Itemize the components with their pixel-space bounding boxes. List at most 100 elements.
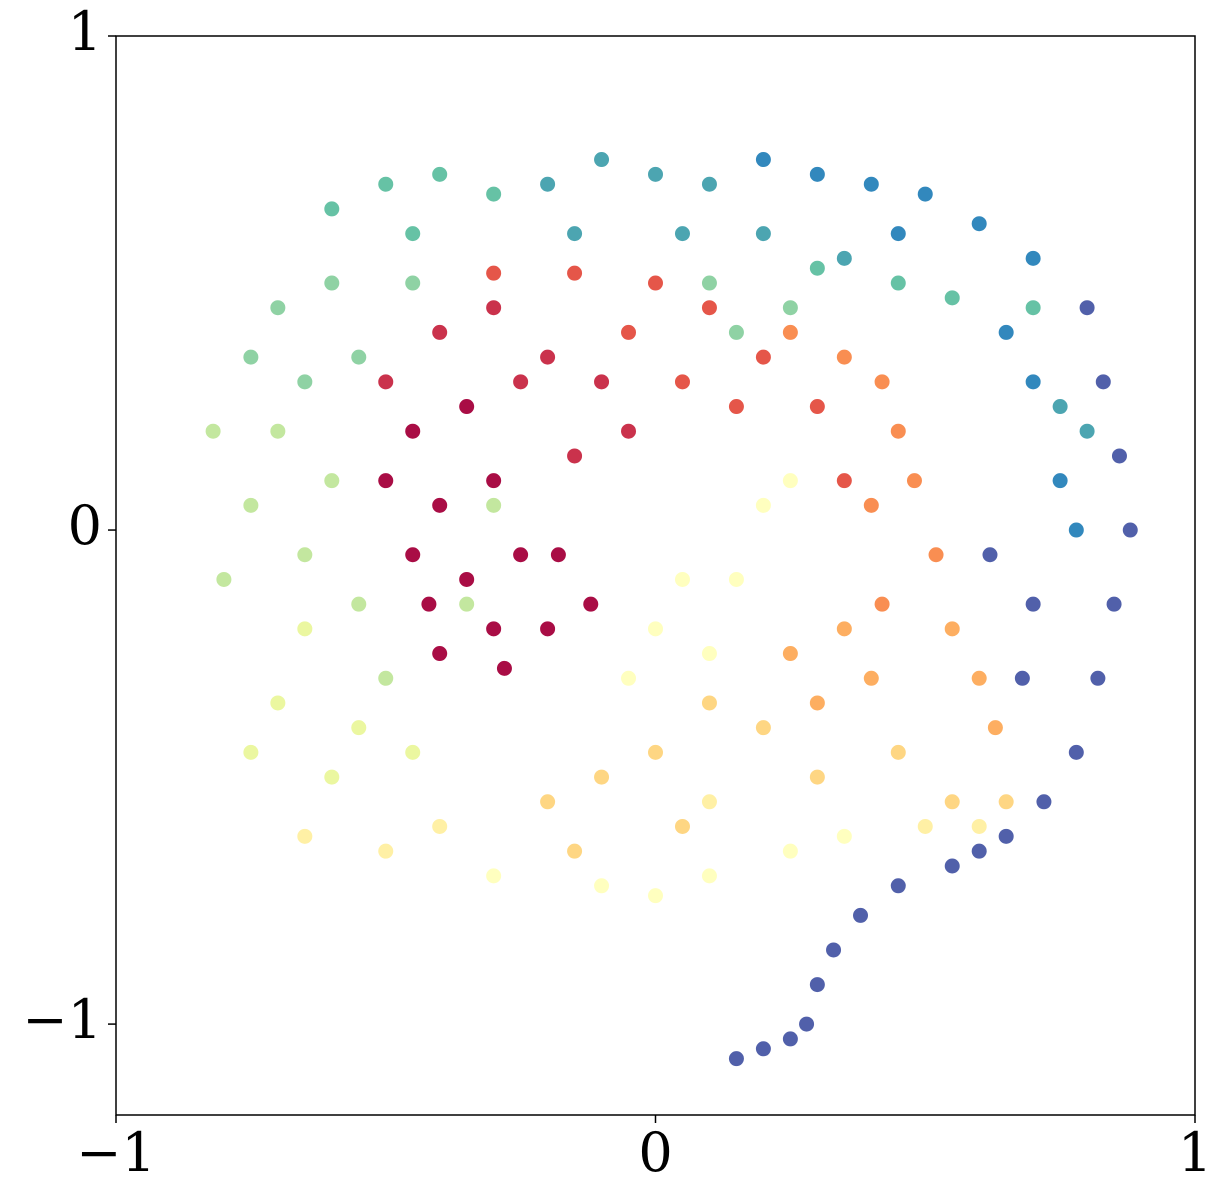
point [944,794,960,810]
point [782,473,798,489]
point [378,670,394,686]
point [1068,522,1084,538]
point [567,265,583,281]
point [432,497,448,513]
point [432,324,448,340]
point [809,695,825,711]
point [917,186,933,202]
point [421,596,437,612]
point [1106,596,1122,612]
point [621,324,637,340]
point [540,176,556,192]
point [782,843,798,859]
point [567,448,583,464]
point [755,152,771,168]
point [297,547,313,563]
point [648,744,663,760]
point [583,596,599,612]
point [674,571,690,587]
point [378,473,394,489]
point [243,497,259,513]
point [351,596,367,612]
point [755,349,771,365]
point [971,843,987,859]
point [486,300,502,316]
point [405,547,421,563]
point [971,216,987,232]
point [324,201,340,217]
point [621,423,637,439]
point [853,907,869,923]
point [540,621,556,637]
point [728,1051,744,1067]
point [459,596,475,612]
point [378,843,394,859]
point [486,186,502,202]
point [836,250,852,266]
point [982,547,998,563]
point [459,571,475,587]
point [594,152,610,168]
point [701,794,717,810]
point [550,547,566,563]
point [205,423,221,439]
point [998,828,1014,844]
point [540,794,556,810]
point [1025,250,1041,266]
point [567,226,583,242]
point [1025,300,1041,316]
point [728,399,744,415]
point [809,977,825,993]
point [486,868,502,884]
point [1111,448,1127,464]
point [432,818,448,834]
point [540,349,556,365]
point [809,166,825,182]
point [782,646,798,662]
x-tick-label: 1 [1178,1121,1212,1184]
point [917,818,933,834]
point [594,769,610,785]
point [998,324,1014,340]
point [1014,670,1030,686]
point [701,695,717,711]
point [594,374,610,390]
point [378,176,394,192]
point [728,571,744,587]
point [324,473,340,489]
point [351,349,367,365]
y-tick-label: 1 [68,0,102,63]
point [496,660,512,676]
point [1052,399,1068,415]
point [1025,374,1041,390]
point [486,265,502,281]
point [674,226,690,242]
point [701,300,717,316]
point [755,1041,771,1057]
point [1025,596,1041,612]
point [998,794,1014,810]
point [701,275,717,291]
point [216,571,232,587]
point [378,374,394,390]
point [243,744,259,760]
point [1122,522,1138,538]
point [405,423,421,439]
point [890,423,906,439]
point [944,621,960,637]
point [270,423,286,439]
point [486,497,502,513]
point [1068,744,1084,760]
point [351,720,367,736]
point [297,621,313,637]
point [809,399,825,415]
point [674,818,690,834]
point [906,473,922,489]
point [1090,670,1106,686]
point [782,1031,798,1047]
point [405,226,421,242]
point [890,744,906,760]
point [863,176,879,192]
point [594,878,610,894]
